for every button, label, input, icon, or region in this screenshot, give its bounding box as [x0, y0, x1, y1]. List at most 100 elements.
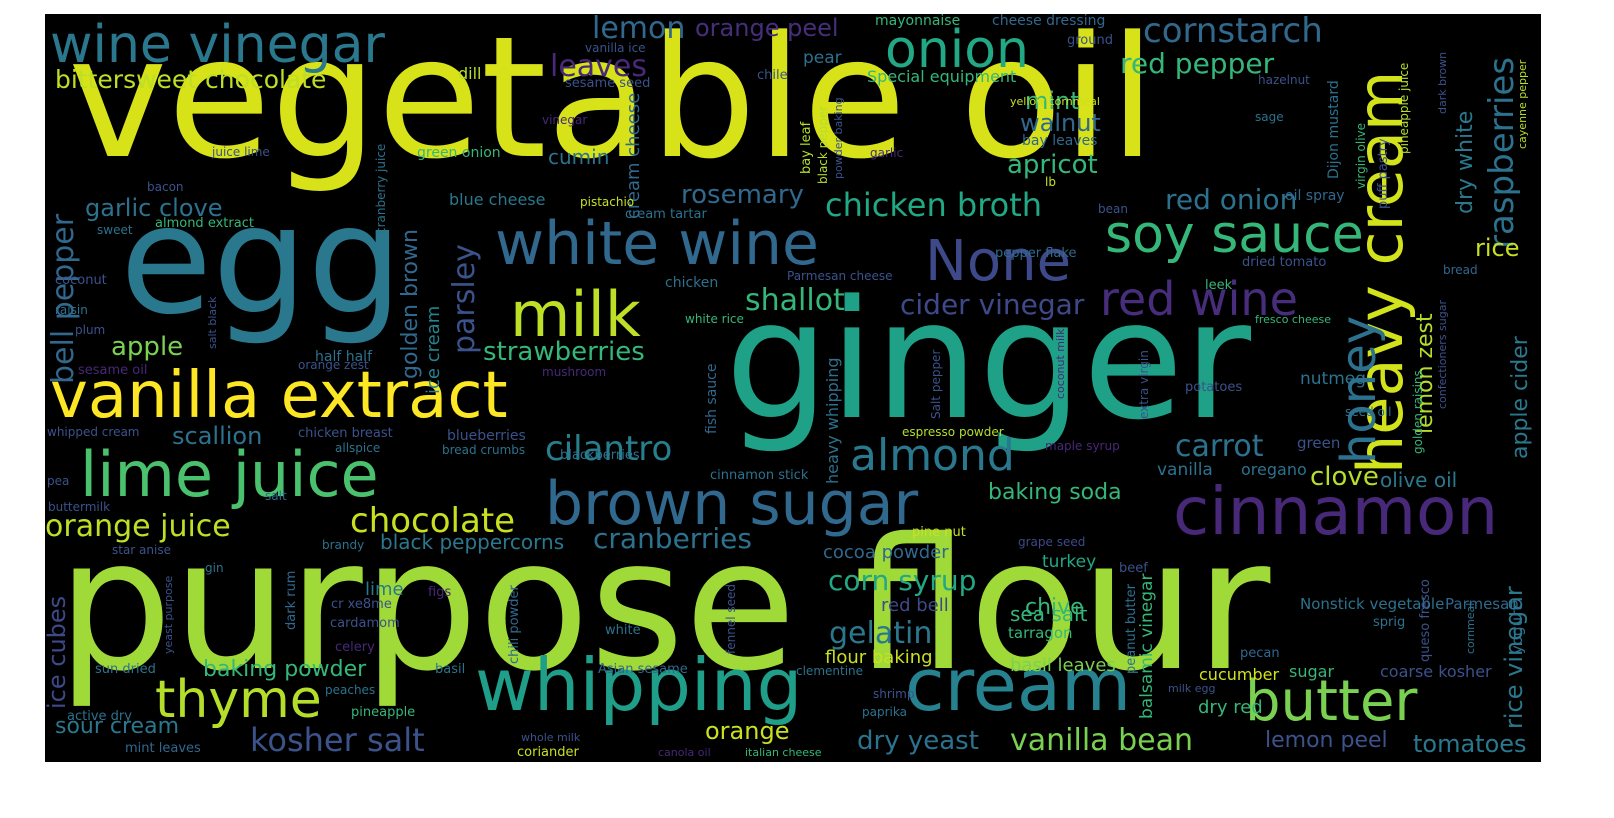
cloud-word: leaves	[550, 49, 648, 84]
cloud-word: star anise	[112, 543, 171, 557]
cloud-word: yogurt	[1508, 604, 1526, 654]
cloud-word: kosher salt	[250, 721, 425, 759]
cloud-word: black peppercorns	[380, 530, 565, 554]
cloud-word: vanilla	[1157, 460, 1213, 480]
cloud-word: confectioners sugar	[1436, 300, 1449, 409]
cloud-word: seed oil	[1345, 405, 1392, 419]
cloud-word: maple syrup	[1045, 439, 1120, 453]
cloud-word: half half	[315, 349, 372, 365]
cloud-word: None	[925, 229, 1072, 294]
cloud-word: dry white	[1453, 110, 1478, 214]
cloud-word: peanut butter	[1124, 584, 1139, 674]
cloud-word: coriander	[517, 745, 579, 760]
cloud-word: sesame seed	[565, 76, 651, 91]
cloud-word: italian cheese	[745, 746, 822, 759]
cloud-word: Salt pepper	[929, 349, 943, 419]
cloud-word: shallot	[745, 283, 845, 318]
cloud-word: mint	[1025, 87, 1080, 115]
cloud-word: green onion	[417, 145, 501, 161]
cloud-word: cumin	[548, 145, 610, 169]
cloud-word: mint leaves	[125, 741, 201, 756]
cloud-word: garlic clove	[85, 194, 223, 222]
cloud-word: bay leaves	[1022, 133, 1098, 149]
cloud-word: white wine	[495, 209, 819, 279]
cloud-word: pine nut	[912, 525, 966, 540]
cloud-word: fish sauce	[704, 363, 720, 435]
cloud-word: whole milk	[521, 731, 581, 744]
cloud-word: baking powder	[203, 657, 367, 682]
cloud-word: pepper flake	[995, 246, 1077, 261]
cloud-word: canola oil	[658, 746, 711, 759]
cloud-word: bay leaf	[799, 121, 814, 174]
cloud-word: baking soda	[988, 480, 1122, 505]
cloud-word: whipped cream	[47, 425, 140, 439]
cloud-word: dry red	[1198, 697, 1263, 718]
cloud-word: active dry	[67, 709, 132, 724]
cloud-word: butter	[1245, 669, 1418, 734]
cloud-word: tomatoes	[1413, 730, 1527, 758]
cloud-word: sesame oil	[78, 363, 148, 378]
cloud-word: potatoes	[1185, 380, 1243, 395]
cloud-word: nutmeg	[1300, 369, 1367, 389]
cloud-word: cheese dressing	[992, 14, 1106, 29]
cloud-word: sage	[1255, 110, 1284, 124]
cloud-word: vanilla bean	[1010, 723, 1193, 758]
cloud-word: peaches	[325, 683, 376, 697]
cloud-word: sour cream	[55, 714, 180, 739]
cloud-word: cream tartar	[625, 207, 707, 222]
cloud-word: garlic	[870, 146, 904, 160]
cloud-word: egg	[120, 174, 403, 348]
cloud-word: onion	[885, 20, 1029, 80]
cloud-word: apricot	[1007, 150, 1098, 180]
cloud-word: sea salt	[1010, 602, 1088, 626]
cloud-word: vinegar	[542, 113, 588, 127]
word-cloud: vegetable oil purpose flour ginger egg v…	[45, 14, 1541, 762]
cloud-word: milk	[510, 278, 641, 351]
cloud-word: chocolate	[350, 501, 516, 541]
cloud-word: ice cubes	[45, 595, 71, 709]
cloud-word: almond extract	[155, 216, 254, 231]
cloud-word: bean	[1098, 202, 1128, 216]
cloud-word: ginger	[725, 265, 1252, 456]
cloud-word: Asian sesame	[598, 662, 688, 677]
cloud-word: whipping	[475, 643, 803, 727]
cloud-word: oregano	[1241, 460, 1307, 479]
cloud-word: chicken	[665, 275, 719, 291]
cloud-word: mayonnaise	[875, 14, 961, 29]
cloud-word: dill	[458, 64, 482, 83]
cloud-word: Parmesan cheese	[787, 269, 893, 283]
cloud-word: lemon	[592, 14, 686, 46]
cloud-word: cardamom	[330, 616, 400, 631]
cloud-word: raisin	[55, 303, 88, 317]
cloud-word: chicken broth	[825, 186, 1043, 224]
cloud-word: apple	[111, 332, 184, 362]
cloud-word: orange zest	[298, 358, 369, 372]
cloud-word: leek	[1205, 278, 1233, 293]
cloud-word: thyme	[155, 670, 322, 730]
cloud-word: lemon peel	[1265, 728, 1388, 753]
cloud-word: pear	[803, 48, 842, 68]
cloud-word: yellow cornmeal	[1010, 95, 1100, 108]
cloud-word: brandy	[322, 538, 365, 552]
cloud-word: cayenne pepper	[1516, 59, 1529, 149]
cloud-word: soy sauce	[1105, 205, 1364, 265]
cloud-word: cinnamon stick	[710, 468, 809, 483]
cloud-word: honey	[1331, 315, 1387, 464]
cloud-word: fennel seed	[724, 584, 738, 654]
cloud-word: pistachio	[580, 195, 635, 209]
cloud-word: bread crumbs	[442, 443, 526, 457]
cloud-word: coarse kosher	[1380, 662, 1492, 681]
cloud-word: cornmeal	[1464, 602, 1477, 654]
cloud-word: blueberries	[447, 428, 526, 444]
cloud-word: red bell	[881, 595, 949, 616]
cloud-word: bell pepper	[46, 213, 81, 384]
cloud-word: sprig	[1373, 615, 1406, 630]
cloud-word: flour baking	[825, 647, 933, 668]
cloud-word: scallion	[172, 422, 263, 450]
cloud-word: coconut	[55, 273, 107, 288]
cloud-word: cranberry juice	[374, 143, 388, 234]
cloud-word: orange juice	[45, 509, 231, 544]
cloud-word: basil	[435, 662, 466, 677]
cloud-word: sun dried	[95, 662, 156, 677]
cloud-word: vegetable oil	[68, 14, 1156, 196]
